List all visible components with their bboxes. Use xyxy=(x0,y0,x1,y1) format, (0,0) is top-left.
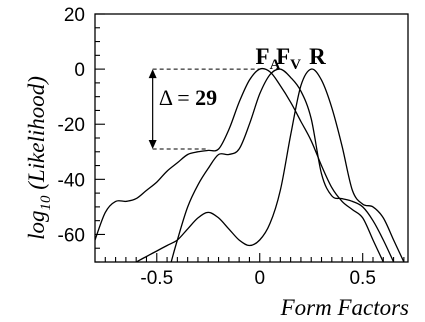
series-label-1: FA xyxy=(256,44,281,73)
series-label-3: R xyxy=(309,44,326,69)
x-tick-label: -0.5 xyxy=(140,268,173,289)
y-axis-title-sub: 10 xyxy=(38,195,54,211)
curves-layer xyxy=(95,67,405,262)
series-line-2 xyxy=(170,68,395,262)
plot-frame xyxy=(94,13,409,263)
y-tick-label: 20 xyxy=(64,5,85,26)
y-tick-label: 0 xyxy=(74,60,85,81)
y-axis-title-main: log xyxy=(24,211,49,240)
y-tick-label: -60 xyxy=(58,225,85,246)
series-label-2: FV xyxy=(276,44,301,73)
x-tick-label: 0.5 xyxy=(349,268,375,289)
y-tick-label: -20 xyxy=(58,115,85,136)
series-line-3 xyxy=(135,68,405,262)
delta-arrow-head-down xyxy=(148,140,157,150)
y-axis-title-rest: (Likelihood) xyxy=(24,76,49,195)
x-axis-title: Form Factors xyxy=(280,295,409,320)
y-tick-label: -40 xyxy=(58,170,85,191)
series-line-1 xyxy=(95,67,384,262)
x-tick-label: 0 xyxy=(254,268,265,289)
annotation-layer: Δ = 29 xyxy=(148,68,260,150)
ticks-layer: -0.5 0 0.5 20 0 -20 -40 -60 xyxy=(58,5,405,289)
delta-label: Δ = 29 xyxy=(159,85,217,110)
y-axis-title: log10 (Likelihood) xyxy=(24,76,54,240)
delta-arrow-head-up xyxy=(148,69,157,79)
